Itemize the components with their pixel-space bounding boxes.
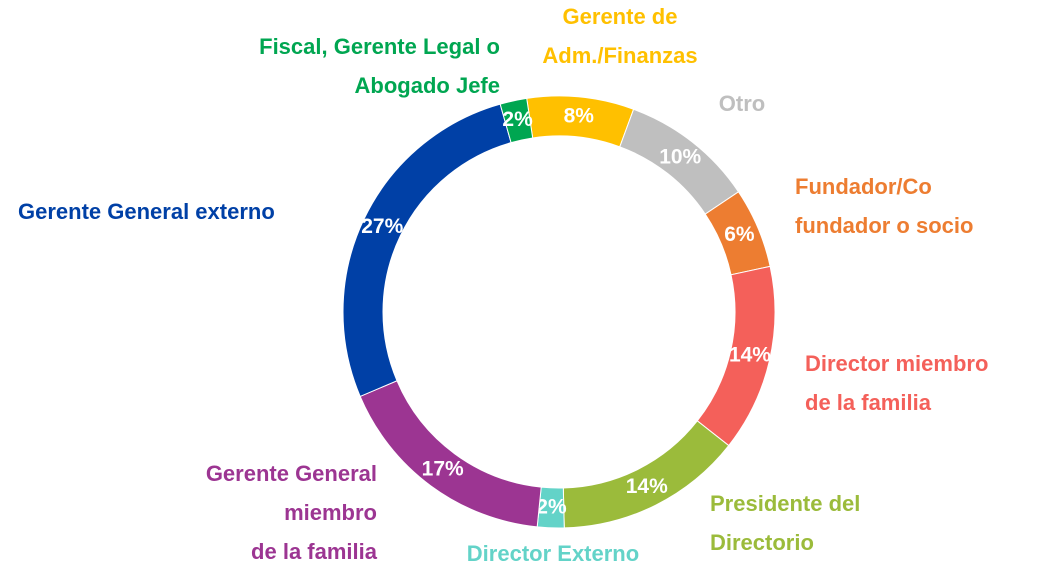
category-label: Presidente del Directorio (710, 491, 860, 555)
category-label: Fundador/Co fundador o socio (795, 174, 973, 238)
category-label: Gerente General externo (18, 199, 275, 224)
category-label: Gerente de Adm./Finanzas (542, 4, 697, 68)
value-label: 14% (626, 475, 668, 498)
value-label: 14% (729, 344, 771, 367)
category-label: Director Externo (467, 541, 639, 566)
value-label: 17% (422, 457, 464, 480)
donut-segment (499, 97, 534, 144)
category-label: Director miembro de la familia (805, 351, 988, 415)
value-label: 8% (564, 105, 595, 128)
value-label: 6% (724, 223, 755, 246)
value-label: 2% (502, 108, 533, 131)
category-label: Gerente General miembro de la familia (206, 461, 378, 564)
donut-segment (359, 380, 542, 528)
value-label: 2% (536, 495, 567, 518)
value-label: 27% (361, 215, 403, 238)
category-label: Fiscal, Gerente Legal o Abogado Jefe (259, 34, 500, 98)
donut-segment (342, 103, 512, 398)
category-label: Otro (719, 91, 765, 116)
value-label: 10% (659, 146, 701, 169)
